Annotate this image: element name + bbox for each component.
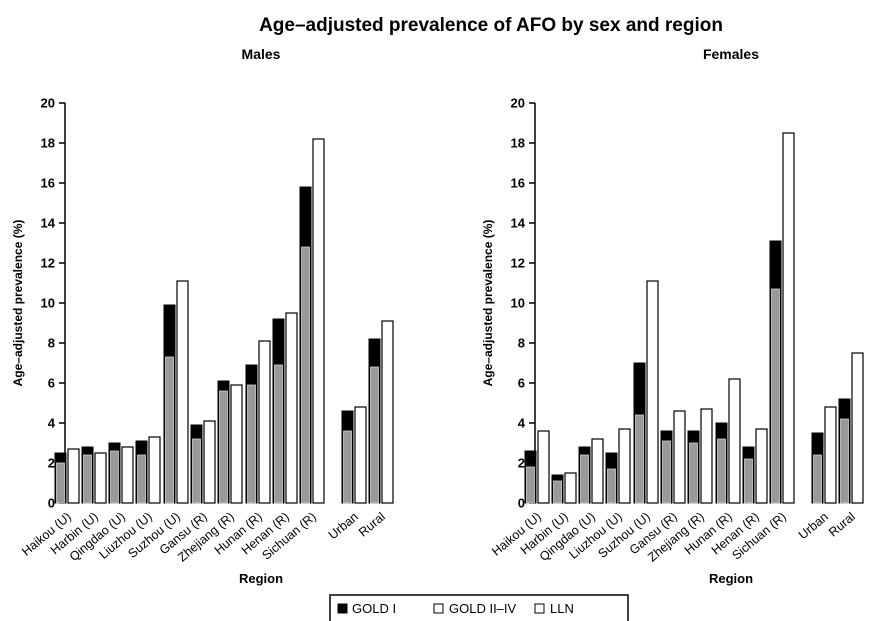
chart-title: Age–adjusted prevalence of AFO by sex an… [259,15,723,36]
females-bar-lln [755,428,768,504]
males-y-axis-label: Age–adjusted prevalence (%) [11,220,25,387]
females-y-tick-label: 18 [511,136,525,151]
females-y-tick-label: 10 [511,296,525,311]
females-y-tick-label: 4 [518,416,526,431]
males-bar-gold-ii-iv [247,384,256,504]
males-bar-lln [121,446,134,504]
females-x-axis-label: Region [709,571,753,586]
males-bar-lln [312,138,325,504]
males-bar-gold-ii-iv [110,450,119,504]
legend: GOLD I GOLD II–IV LLN [329,594,629,621]
females-bar-gold-ii-iv [744,458,753,504]
females-bar-gold-ii-iv [771,288,780,504]
females-bar-lln [646,280,659,504]
males-y-tick-label: 16 [41,176,55,191]
males-bar-gold-ii-iv [165,356,174,504]
males-bars [54,138,394,504]
females-y-tick-label: 12 [511,256,525,271]
females-bar-gold-ii-iv [607,468,616,504]
females-bar-gold-ii-iv [662,440,671,504]
males-bar-lln [203,420,216,504]
females-bar-lln [564,472,577,504]
males-y-tick-label: 8 [48,336,55,351]
legend-label-lln: LLN [550,601,574,616]
females-x-tick-labels: Haikou (U)Harbin (U)Qingdao (U)Liuzhou (… [489,510,858,565]
legend-box [329,594,629,621]
males-x-tick-label: Urban [326,510,361,543]
males-bar-gold-ii-iv [137,454,146,504]
males-bar-gold-ii-iv [343,430,352,504]
males-y-tick-label: 0 [48,496,55,511]
females-y-tick-label: 6 [518,376,525,391]
females-bar-gold-ii-iv [635,414,644,504]
males-bar-lln [285,312,298,504]
legend-label-gold-ii-iv: GOLD II–IV [449,601,517,616]
females-y-axis-label: Age–adjusted prevalence (%) [481,220,495,387]
females-bar-lln [537,430,550,504]
males-bar-lln [94,452,107,504]
males-y-tick-label: 4 [48,416,56,431]
legend-swatch-gold-i [337,603,348,614]
males-bar-gold-ii-iv [370,366,379,504]
males-y-tick-label: 10 [41,296,55,311]
females-bar-lln [591,438,604,504]
females-x-tick-label: Rural [826,510,858,540]
females-bar-gold-ii-iv [526,466,535,504]
males-y-tick-label: 12 [41,256,55,271]
males-x-axis-label: Region [239,571,283,586]
females-bar-gold-ii-iv [553,480,562,504]
females-bar-gold-ii-iv [717,438,726,504]
males-bar-gold-ii-iv [219,390,228,504]
males-bar-gold-ii-iv [192,438,201,504]
males-y-tick-label: 14 [41,216,56,231]
males-bar-gold-ii-iv [274,364,283,504]
females-bar-lln [728,378,741,504]
males-y-tick-label: 20 [41,96,55,111]
females-bar-gold-ii-iv [813,454,822,504]
females-y-tick-label: 8 [518,336,525,351]
legend-swatch-gold-ii-iv [433,603,444,614]
females-y-tick-label: 14 [511,216,526,231]
females-bar-lln [700,408,713,504]
females-bar-gold-ii-iv [840,418,849,504]
females-subtitle: Females [703,46,759,62]
males-y-tick-label: 2 [48,456,55,471]
females-bar-gold-ii-iv [689,442,698,504]
males-y-axis: 0 2 4 6 8 10 12 14 16 18 20 [41,96,66,511]
males-bar-lln [148,436,161,504]
females-y-tick-label: 0 [518,496,525,511]
males-y-tick-label: 6 [48,376,55,391]
females-bars [524,132,864,504]
females-y-tick-label: 20 [511,96,525,111]
males-bar-gold-ii-iv [301,246,310,504]
males-bar-lln [67,448,80,504]
females-bar-lln [782,132,795,504]
males-bar-lln [176,280,189,504]
males-x-tick-label: Rural [356,510,388,540]
females-y-tick-label: 16 [511,176,525,191]
males-y-tick-label: 18 [41,136,55,151]
males-panel: Males Age–adjusted prevalence (%) Region… [11,46,394,586]
males-bar-gold-ii-iv [56,462,65,504]
males-bar-lln [230,384,243,504]
females-y-axis: 0 2 4 6 8 10 12 14 16 18 20 [511,96,536,511]
females-bar-lln [851,352,864,504]
males-bar-lln [354,406,367,504]
males-x-tick-labels: Haikou (U)Harbin (U)Qingdao (U)Liuzhou (… [19,510,388,565]
males-bar-gold-ii-iv [83,454,92,504]
females-bar-lln [618,428,631,504]
males-bar-lln [258,340,271,504]
legend-swatch-lln [534,603,545,614]
females-x-tick-label: Urban [796,510,831,543]
legend-label-gold-i: GOLD I [352,601,396,616]
females-bar-gold-ii-iv [580,454,589,504]
females-panel: Females Age–adjusted prevalence (%) Regi… [481,46,864,586]
males-subtitle: Males [242,46,281,62]
females-bar-lln [824,406,837,504]
males-bar-lln [381,320,394,504]
females-y-tick-label: 2 [518,456,525,471]
females-bar-lln [673,410,686,504]
